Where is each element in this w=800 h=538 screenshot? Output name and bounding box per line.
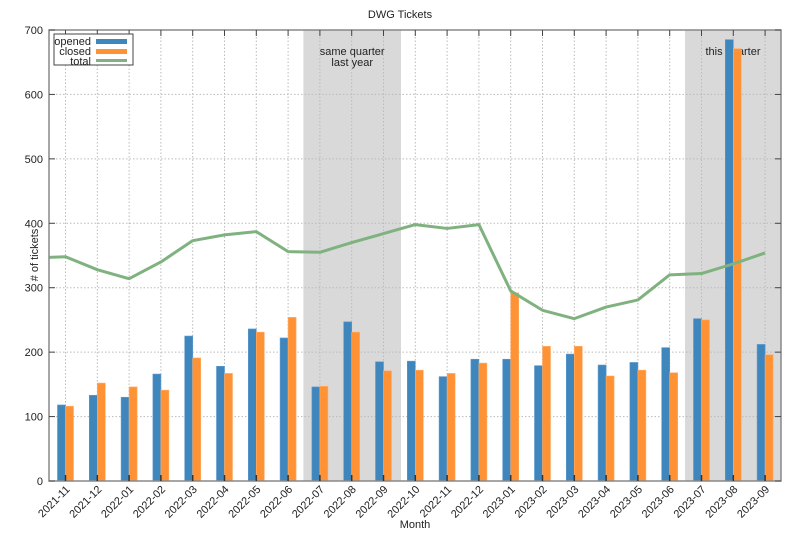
y-tick-label: 100 [25, 412, 43, 424]
x-tick-label: 2022-02 [131, 484, 168, 521]
bar-opened [502, 358, 512, 482]
bar-opened [534, 365, 543, 482]
x-tick-label: 2022-03 [163, 484, 200, 521]
x-tick-label: 2022-11 [418, 484, 454, 520]
chart-title: DWG Tickets [368, 9, 433, 21]
bar-closed [605, 375, 615, 482]
x-tick-label: 2021-11 [36, 484, 72, 520]
bar-closed [383, 370, 392, 482]
y-tick-label: 300 [25, 283, 43, 295]
x-tick-label: 2023-05 [608, 484, 645, 521]
bar-opened [57, 404, 66, 482]
x-tick-label: 2023-09 [735, 484, 772, 521]
bar-closed [351, 331, 361, 482]
bar-opened [279, 337, 289, 482]
bar-closed [255, 331, 265, 482]
x-tick-label: 2022-05 [226, 484, 263, 521]
bars [57, 39, 774, 482]
bar-opened [89, 395, 98, 482]
x-tick-label: 2023-08 [703, 484, 740, 521]
legend-swatch-opened [96, 39, 127, 44]
x-tick-label: 2022-12 [449, 484, 486, 521]
bar-closed [637, 369, 647, 482]
x-tick-label: 2023-06 [640, 484, 677, 521]
bar-opened [438, 376, 448, 482]
x-tick-label: 2023-02 [513, 484, 550, 521]
bar-closed [128, 386, 138, 482]
bar-closed [573, 346, 583, 482]
bar-opened [248, 328, 257, 482]
bar-closed [669, 372, 679, 482]
legend-swatch-closed [96, 49, 127, 54]
bar-closed [542, 346, 551, 482]
y-tick-label: 700 [25, 25, 43, 37]
bar-opened [375, 361, 384, 482]
legend-swatch-total [96, 59, 127, 62]
x-tick-label: 2022-04 [195, 484, 232, 521]
bar-opened [470, 358, 480, 482]
x-tick-label: 2022-06 [258, 484, 295, 521]
bar-opened [184, 335, 193, 482]
bar-closed [510, 292, 520, 482]
bar-opened [406, 360, 416, 482]
bar-closed [764, 354, 774, 482]
y-axis-label: # of tickets [29, 228, 41, 281]
bar-closed [701, 319, 710, 482]
legend-label-total: total [70, 56, 91, 68]
y-tick-label: 0 [37, 476, 43, 488]
x-tick-label: 2022-08 [322, 484, 359, 521]
x-tick-label: 2023-04 [576, 484, 613, 521]
x-tick-label: 2022-07 [290, 484, 327, 521]
bar-opened [216, 366, 225, 482]
x-tick-label: 2022-01 [99, 484, 136, 521]
x-axis-label: Month [400, 519, 431, 531]
shaded-region-label: last year [331, 57, 373, 69]
x-tick-label: 2023-01 [481, 484, 518, 521]
bar-opened [152, 373, 162, 482]
y-tick-label: 500 [25, 154, 43, 166]
y-tick-label: 600 [25, 89, 43, 101]
bar-opened [597, 364, 607, 482]
bar-opened [756, 344, 766, 482]
bar-closed [287, 317, 297, 482]
bar-closed [192, 357, 201, 482]
bar-closed [97, 382, 106, 482]
bar-closed [414, 369, 424, 482]
bar-opened [343, 321, 353, 482]
bar-closed [160, 389, 170, 482]
bar-opened [724, 39, 734, 482]
bar-opened [120, 396, 130, 482]
x-tick-label: 2022-10 [385, 484, 422, 521]
y-tick-label: 200 [25, 347, 43, 359]
x-tick-label: 2021-12 [67, 484, 104, 521]
bar-closed [224, 373, 233, 482]
legend-label-closed: closed [59, 46, 91, 58]
x-tick-label: 2022-09 [354, 484, 391, 521]
total-line-path [48, 223, 766, 321]
x-tick-label: 2023-07 [672, 484, 709, 521]
bar-closed [478, 362, 488, 482]
shaded-region-label: same quarter [320, 46, 385, 58]
bar-opened [629, 362, 639, 482]
bar-closed [319, 385, 329, 482]
bar-closed [446, 373, 456, 482]
x-tick-label: 2023-03 [544, 484, 581, 521]
total-line [48, 223, 766, 321]
bar-closed [65, 405, 74, 482]
bar-opened [565, 353, 575, 482]
bar-opened [693, 318, 702, 482]
bar-opened [661, 347, 671, 482]
bar-opened [311, 386, 321, 482]
legend-label-opened: opened [54, 36, 91, 48]
y-tick-label: 400 [25, 218, 43, 230]
